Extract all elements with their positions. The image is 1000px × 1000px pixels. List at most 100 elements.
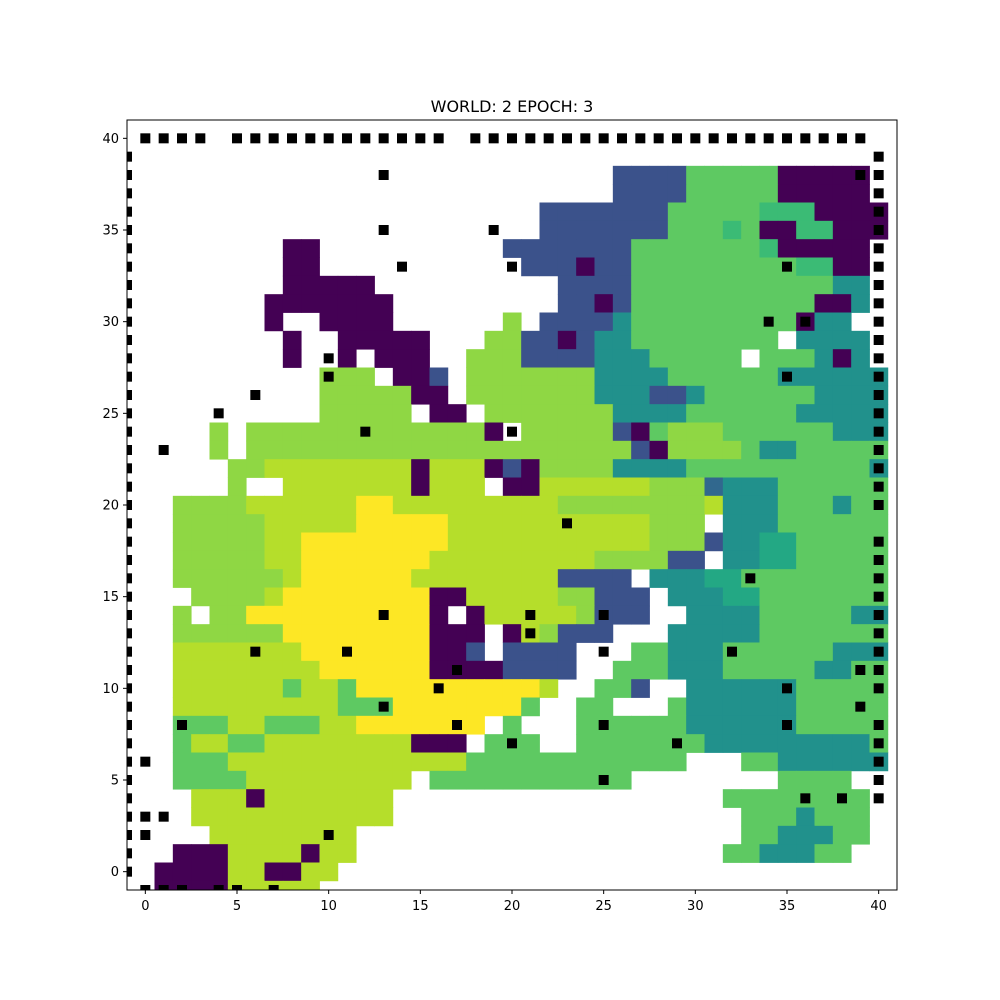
heatmap-cell (246, 752, 265, 772)
heatmap-cell (796, 679, 815, 698)
marker-square (507, 738, 517, 749)
y-tick-label: 10 (102, 682, 119, 697)
heatmap-cell (429, 422, 449, 442)
marker-square (127, 866, 132, 877)
heatmap-cell (172, 605, 192, 625)
heatmap-cell (649, 312, 669, 332)
heatmap-cell (851, 459, 870, 478)
heatmap-cell (209, 825, 229, 845)
marker-square (690, 133, 701, 144)
heatmap-cell (814, 807, 834, 827)
heatmap-cell (191, 587, 210, 607)
heatmap-cell (649, 385, 669, 405)
heatmap-cell (411, 697, 430, 717)
heatmap-cell (777, 587, 797, 607)
heatmap-cell (631, 532, 650, 552)
heatmap-cell (649, 514, 669, 533)
heatmap-cell (612, 349, 632, 368)
marker-square (127, 445, 132, 455)
marker-square (177, 133, 187, 144)
heatmap-cell (264, 550, 284, 570)
heatmap-cell (172, 642, 192, 662)
marker-square (127, 298, 132, 309)
heatmap-cell (722, 404, 742, 423)
heatmap-cell (447, 440, 467, 460)
heatmap-cell (282, 239, 302, 258)
heatmap-cell (594, 624, 614, 643)
heatmap-cell (264, 569, 284, 588)
heatmap-cell (447, 734, 467, 753)
heatmap-cell (502, 752, 522, 772)
heatmap-cell (209, 715, 229, 735)
heatmap-cell (521, 422, 540, 442)
heatmap-cell (282, 752, 302, 772)
heatmap-cell (264, 844, 284, 863)
heatmap-cell (704, 605, 724, 625)
heatmap-cell (814, 294, 834, 313)
heatmap-cell (264, 862, 284, 882)
heatmap-cell (319, 275, 339, 295)
heatmap-cell (557, 569, 577, 588)
heatmap-cell (649, 660, 669, 680)
heatmap-cell (814, 825, 834, 845)
heatmap-cell (649, 532, 669, 552)
marker-square (250, 133, 261, 144)
heatmap-cell (411, 624, 430, 643)
heatmap-cell (594, 459, 614, 478)
heatmap-cell (356, 624, 375, 643)
heatmap-cell (429, 587, 449, 607)
y-tick-label: 15 (102, 590, 119, 605)
x-tick-label: 10 (320, 899, 337, 914)
marker-square (873, 280, 884, 290)
heatmap-cell (282, 569, 302, 588)
heatmap-cell (814, 440, 834, 460)
heatmap-cells (154, 165, 889, 890)
heatmap-cell (576, 202, 595, 222)
heatmap-cell (576, 367, 595, 387)
heatmap-cell (209, 514, 229, 533)
marker-square (158, 811, 169, 822)
heatmap-cell (686, 459, 705, 478)
heatmap-cell (796, 844, 815, 863)
heatmap-cell (722, 184, 742, 203)
heatmap-cell (686, 202, 705, 222)
heatmap-cell (649, 495, 669, 515)
heatmap-cell (319, 495, 339, 515)
heatmap-cell (374, 349, 394, 368)
heatmap-cell (264, 642, 284, 662)
marker-square (287, 133, 297, 144)
heatmap-cell (686, 734, 705, 753)
heatmap-cell (557, 202, 577, 222)
heatmap-cell (704, 312, 724, 332)
heatmap-cell (282, 679, 302, 698)
heatmap-cell (374, 459, 394, 478)
heatmap-cell (374, 770, 394, 790)
heatmap-cell (741, 679, 760, 698)
heatmap-cell (686, 422, 705, 442)
heatmap-cell (539, 550, 559, 570)
heatmap-cell (796, 385, 815, 405)
heatmap-cell (227, 862, 247, 882)
heatmap-cell (209, 734, 229, 753)
heatmap-cell (851, 220, 870, 240)
heatmap-cell (594, 385, 614, 405)
heatmap-cell (374, 477, 394, 497)
heatmap-cell (851, 275, 870, 295)
heatmap-cell (557, 550, 577, 570)
heatmap-cell (502, 404, 522, 423)
heatmap-cell (704, 532, 724, 552)
heatmap-cell (796, 440, 815, 460)
heatmap-cell (814, 697, 834, 717)
heatmap-cell (521, 550, 540, 570)
heatmap-cell (612, 477, 632, 497)
heatmap-cell (264, 514, 284, 533)
heatmap-cell (484, 349, 504, 368)
heatmap-cell (411, 550, 430, 570)
marker-square (127, 408, 132, 419)
marker-square (127, 390, 132, 400)
x-axis: 0 5 10 15 20 25 30 35 40 (141, 890, 887, 914)
heatmap-cell (356, 275, 375, 295)
marker-square (873, 793, 884, 804)
heatmap-cell (667, 624, 687, 643)
heatmap-cell (539, 660, 559, 680)
